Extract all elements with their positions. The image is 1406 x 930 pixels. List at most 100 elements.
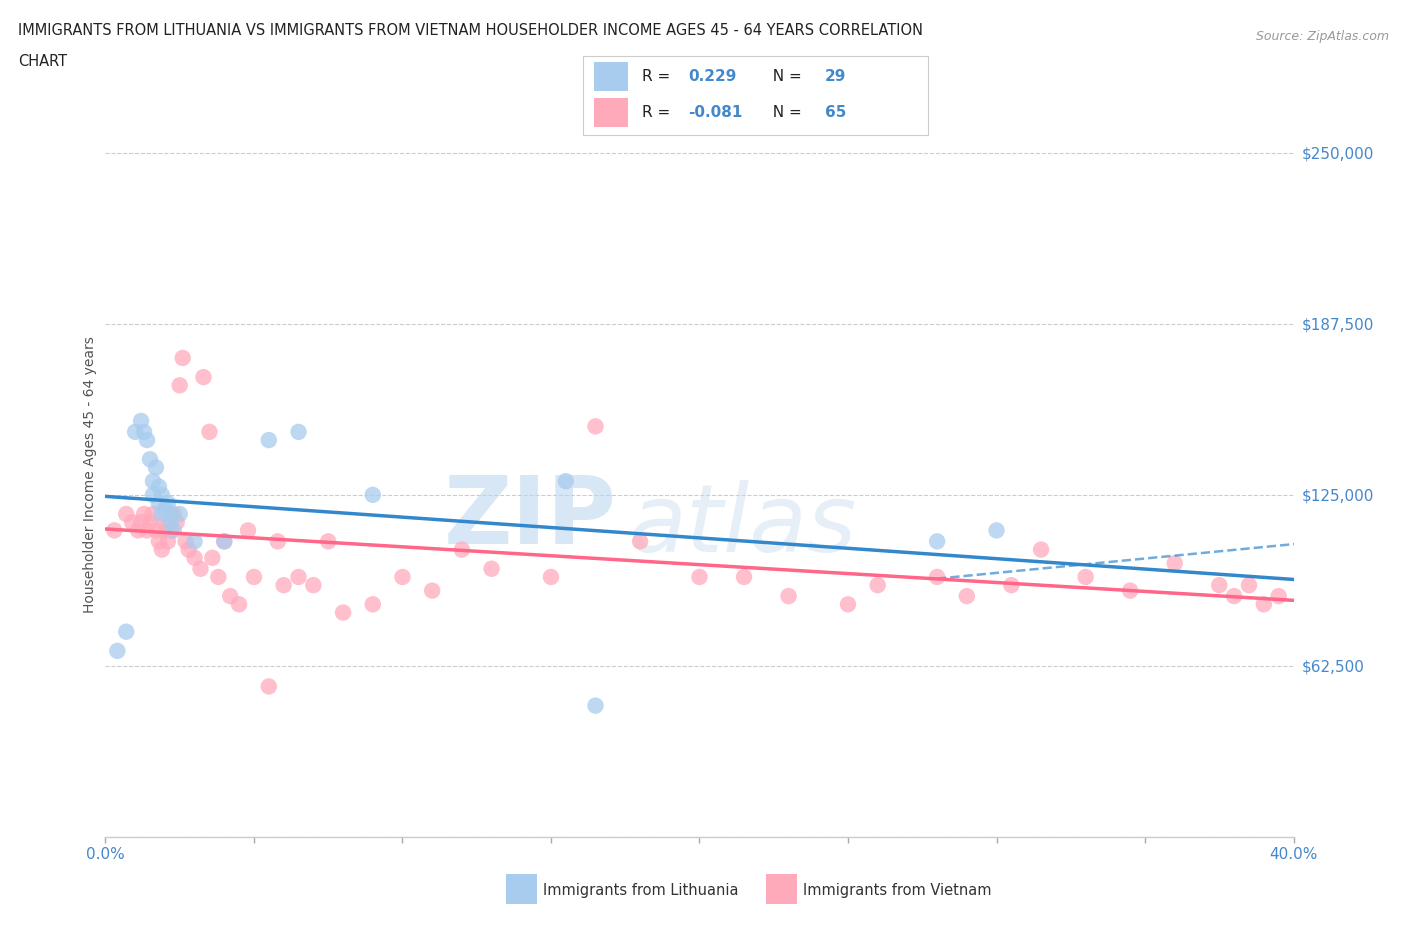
Point <box>450 542 472 557</box>
Point <box>148 534 170 549</box>
Point <box>236 523 259 538</box>
Point <box>1074 569 1097 584</box>
Point <box>1000 578 1022 592</box>
Point <box>136 432 159 447</box>
Point <box>1164 556 1187 571</box>
Text: atlas: atlas <box>628 480 856 571</box>
Point <box>1237 578 1260 592</box>
Point <box>159 507 181 522</box>
Point <box>214 534 236 549</box>
Point <box>156 534 179 549</box>
Point <box>585 418 607 433</box>
Point <box>115 507 138 522</box>
Text: N =: N = <box>762 69 806 84</box>
Point <box>257 432 280 447</box>
Point <box>198 424 221 439</box>
Text: ZIP: ZIP <box>443 472 616 564</box>
Point <box>150 487 173 502</box>
Point <box>153 501 176 516</box>
Point <box>103 523 125 538</box>
Point <box>1119 583 1142 598</box>
Point <box>136 523 159 538</box>
Point <box>127 523 149 538</box>
Point <box>287 424 309 439</box>
Point <box>148 496 170 511</box>
Point <box>585 698 607 713</box>
Point <box>115 624 138 639</box>
Point <box>287 569 309 584</box>
Point <box>1208 578 1230 592</box>
Text: 29: 29 <box>824 69 846 84</box>
Bar <box>593 62 628 90</box>
Point <box>391 569 413 584</box>
Bar <box>593 99 628 127</box>
Text: IMMIGRANTS FROM LITHUANIA VS IMMIGRANTS FROM VIETNAM HOUSEHOLDER INCOME AGES 45 : IMMIGRANTS FROM LITHUANIA VS IMMIGRANTS … <box>18 23 924 38</box>
Point <box>150 542 173 557</box>
Point <box>257 679 280 694</box>
Point <box>1267 589 1289 604</box>
Point <box>554 473 576 488</box>
Point <box>159 523 181 538</box>
Point <box>1029 542 1052 557</box>
Point <box>273 578 295 592</box>
Point <box>207 569 229 584</box>
Point <box>228 597 250 612</box>
Point <box>243 569 266 584</box>
Point <box>193 370 215 385</box>
Point <box>302 578 325 592</box>
Point <box>139 515 162 530</box>
Point <box>332 605 354 620</box>
Point <box>142 473 165 488</box>
Point <box>1253 597 1275 612</box>
Point <box>172 351 194 365</box>
Point <box>156 496 179 511</box>
Text: N =: N = <box>762 105 806 120</box>
Point <box>153 523 176 538</box>
Point <box>166 515 188 530</box>
Point <box>361 597 384 612</box>
Point <box>986 523 1008 538</box>
Text: R =: R = <box>643 69 675 84</box>
Point <box>163 507 186 522</box>
Point <box>142 487 165 502</box>
Point <box>148 479 170 494</box>
Point <box>190 562 212 577</box>
Point <box>163 523 186 538</box>
Point <box>153 515 176 530</box>
Point <box>169 507 191 522</box>
Point <box>689 569 711 584</box>
Point <box>956 589 979 604</box>
Point <box>159 515 181 530</box>
Point <box>142 507 165 522</box>
Point <box>361 487 384 502</box>
Y-axis label: Householder Income Ages 45 - 64 years: Householder Income Ages 45 - 64 years <box>83 336 97 613</box>
Point <box>105 644 128 658</box>
Point <box>927 569 949 584</box>
Point <box>214 534 236 549</box>
Text: R =: R = <box>643 105 675 120</box>
Point <box>201 551 224 565</box>
Point <box>132 507 155 522</box>
Point <box>267 534 290 549</box>
Text: 0.229: 0.229 <box>689 69 737 84</box>
Point <box>733 569 755 584</box>
Text: -0.081: -0.081 <box>689 105 742 120</box>
Point <box>837 597 859 612</box>
Point <box>219 589 242 604</box>
Point <box>778 589 800 604</box>
Point <box>927 534 949 549</box>
Point <box>139 452 162 467</box>
Point <box>121 515 143 530</box>
Point <box>169 378 191 392</box>
Point <box>129 414 152 429</box>
Point <box>174 534 197 549</box>
Text: 65: 65 <box>824 105 846 120</box>
Text: Source: ZipAtlas.com: Source: ZipAtlas.com <box>1256 30 1389 43</box>
Point <box>124 424 146 439</box>
Point <box>145 523 167 538</box>
Point <box>150 507 173 522</box>
Point <box>316 534 339 549</box>
Point <box>540 569 562 584</box>
Point <box>183 534 205 549</box>
Point <box>132 424 155 439</box>
